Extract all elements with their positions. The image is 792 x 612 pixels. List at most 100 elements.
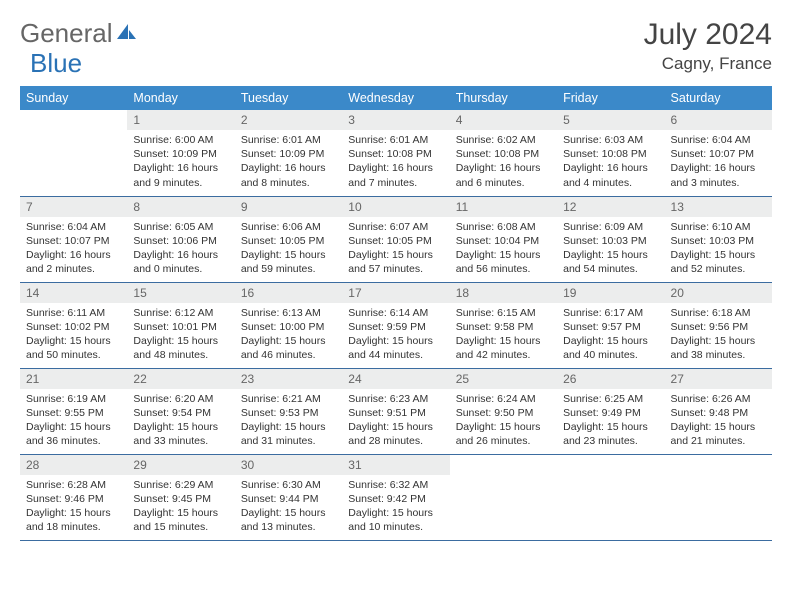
sunset: Sunset: 10:07 PM [671, 147, 766, 161]
calendar-day: 4Sunrise: 6:02 AMSunset: 10:08 PMDayligh… [450, 110, 557, 196]
sunset: Sunset: 10:03 PM [671, 234, 766, 248]
daylight: Daylight: 15 hours and 21 minutes. [671, 420, 766, 448]
sunset: Sunset: 10:08 PM [348, 147, 443, 161]
day-number: 24 [342, 369, 449, 389]
day-number: 18 [450, 283, 557, 303]
daylight: Daylight: 15 hours and 42 minutes. [456, 334, 551, 362]
sunset: Sunset: 10:04 PM [456, 234, 551, 248]
calendar-day: 31Sunrise: 6:32 AMSunset: 9:42 PMDayligh… [342, 454, 449, 540]
day-body: Sunrise: 6:05 AMSunset: 10:06 PMDaylight… [127, 217, 234, 281]
weekday-header: Monday [127, 86, 234, 110]
day-body: Sunrise: 6:32 AMSunset: 9:42 PMDaylight:… [342, 475, 449, 539]
sunset: Sunset: 10:08 PM [456, 147, 551, 161]
sunrise: Sunrise: 6:04 AM [26, 220, 121, 234]
daylight: Daylight: 16 hours and 8 minutes. [241, 161, 336, 189]
sunrise: Sunrise: 6:32 AM [348, 478, 443, 492]
calendar-day: 16Sunrise: 6:13 AMSunset: 10:00 PMDaylig… [235, 282, 342, 368]
daylight: Daylight: 15 hours and 46 minutes. [241, 334, 336, 362]
sunrise: Sunrise: 6:30 AM [241, 478, 336, 492]
day-body: Sunrise: 6:09 AMSunset: 10:03 PMDaylight… [557, 217, 664, 281]
day-number: 14 [20, 283, 127, 303]
day-body: Sunrise: 6:00 AMSunset: 10:09 PMDaylight… [127, 130, 234, 194]
calendar-day: 21Sunrise: 6:19 AMSunset: 9:55 PMDayligh… [20, 368, 127, 454]
sunset: Sunset: 10:00 PM [241, 320, 336, 334]
sunset: Sunset: 9:54 PM [133, 406, 228, 420]
day-number: 9 [235, 197, 342, 217]
calendar-day: 1Sunrise: 6:00 AMSunset: 10:09 PMDayligh… [127, 110, 234, 196]
sunset: Sunset: 9:44 PM [241, 492, 336, 506]
day-body: Sunrise: 6:14 AMSunset: 9:59 PMDaylight:… [342, 303, 449, 367]
daylight: Daylight: 15 hours and 48 minutes. [133, 334, 228, 362]
day-number: 10 [342, 197, 449, 217]
calendar-day: 14Sunrise: 6:11 AMSunset: 10:02 PMDaylig… [20, 282, 127, 368]
day-number: 31 [342, 455, 449, 475]
sunrise: Sunrise: 6:01 AM [241, 133, 336, 147]
calendar-day: 29Sunrise: 6:29 AMSunset: 9:45 PMDayligh… [127, 454, 234, 540]
calendar-day: 30 Sunrise: 6:30 AMSunset: 9:44 PMDayligh… [235, 454, 342, 540]
day-number: 5 [557, 110, 664, 130]
day-number: 15 [127, 283, 234, 303]
sunset: Sunset: 9:55 PM [26, 406, 121, 420]
day-number: 23 [235, 369, 342, 389]
sunrise: Sunrise: 6:18 AM [671, 306, 766, 320]
daylight: Daylight: 15 hours and 13 minutes. [241, 506, 336, 534]
sunrise: Sunrise: 6:08 AM [456, 220, 551, 234]
daylight: Daylight: 16 hours and 0 minutes. [133, 248, 228, 276]
daylight: Daylight: 15 hours and 56 minutes. [456, 248, 551, 276]
sunset: Sunset: 9:46 PM [26, 492, 121, 506]
calendar-day: 2Sunrise: 6:01 AMSunset: 10:09 PMDayligh… [235, 110, 342, 196]
calendar-day [20, 110, 127, 196]
calendar-day: 3Sunrise: 6:01 AMSunset: 10:08 PMDayligh… [342, 110, 449, 196]
daylight: Daylight: 15 hours and 23 minutes. [563, 420, 658, 448]
logo-word1: General [20, 18, 113, 49]
daylight: Daylight: 15 hours and 36 minutes. [26, 420, 121, 448]
day-number: 2 [235, 110, 342, 130]
sunrise: Sunrise: 6:09 AM [563, 220, 658, 234]
calendar-day: 23Sunrise: 6:21 AMSunset: 9:53 PMDayligh… [235, 368, 342, 454]
daylight: Daylight: 16 hours and 2 minutes. [26, 248, 121, 276]
daylight: Daylight: 15 hours and 50 minutes. [26, 334, 121, 362]
daylight: Daylight: 15 hours and 57 minutes. [348, 248, 443, 276]
calendar-day [665, 454, 772, 540]
day-body: Sunrise: 6:13 AMSunset: 10:00 PMDaylight… [235, 303, 342, 367]
calendar-day [557, 454, 664, 540]
day-body: Sunrise: 6:11 AMSunset: 10:02 PMDaylight… [20, 303, 127, 367]
daylight: Daylight: 15 hours and 10 minutes. [348, 506, 443, 534]
calendar-day: 26Sunrise: 6:25 AMSunset: 9:49 PMDayligh… [557, 368, 664, 454]
calendar-day: 20Sunrise: 6:18 AMSunset: 9:56 PMDayligh… [665, 282, 772, 368]
day-body: Sunrise: 6:01 AMSunset: 10:08 PMDaylight… [342, 130, 449, 194]
sunrise: Sunrise: 6:26 AM [671, 392, 766, 406]
logo-word2: Blue [30, 48, 82, 78]
day-body: Sunrise: 6:17 AMSunset: 9:57 PMDaylight:… [557, 303, 664, 367]
day-number: 22 [127, 369, 234, 389]
daylight: Daylight: 15 hours and 28 minutes. [348, 420, 443, 448]
day-number: 13 [665, 197, 772, 217]
daylight: Daylight: 16 hours and 4 minutes. [563, 161, 658, 189]
day-number: 29 [127, 455, 234, 475]
day-number: 7 [20, 197, 127, 217]
day-body: Sunrise: 6:04 AMSunset: 10:07 PMDaylight… [665, 130, 772, 194]
day-body: Sunrise: 6:15 AMSunset: 9:58 PMDaylight:… [450, 303, 557, 367]
daylight: Daylight: 15 hours and 33 minutes. [133, 420, 228, 448]
day-body: Sunrise: 6:04 AMSunset: 10:07 PMDaylight… [20, 217, 127, 281]
day-number: 1 [127, 110, 234, 130]
sunrise: Sunrise: 6:14 AM [348, 306, 443, 320]
day-body: Sunrise: 6:28 AMSunset: 9:46 PMDaylight:… [20, 475, 127, 539]
weekday-header: Thursday [450, 86, 557, 110]
sunset: Sunset: 9:49 PM [563, 406, 658, 420]
calendar-day: 11Sunrise: 6:08 AMSunset: 10:04 PMDaylig… [450, 196, 557, 282]
day-number: 30 [235, 455, 342, 475]
day-number: 19 [557, 283, 664, 303]
sunrise: Sunrise: 6:19 AM [26, 392, 121, 406]
weekday-header: Saturday [665, 86, 772, 110]
sunrise: Sunrise: 6:11 AM [26, 306, 121, 320]
calendar-table: SundayMondayTuesdayWednesdayThursdayFrid… [20, 86, 772, 541]
day-number: 12 [557, 197, 664, 217]
day-body: Sunrise: 6:03 AMSunset: 10:08 PMDaylight… [557, 130, 664, 194]
daylight: Daylight: 15 hours and 52 minutes. [671, 248, 766, 276]
calendar-day: 27Sunrise: 6:26 AMSunset: 9:48 PMDayligh… [665, 368, 772, 454]
day-body: Sunrise: 6:26 AMSunset: 9:48 PMDaylight:… [665, 389, 772, 453]
daylight: Daylight: 16 hours and 6 minutes. [456, 161, 551, 189]
day-number: 20 [665, 283, 772, 303]
daylight: Daylight: 15 hours and 59 minutes. [241, 248, 336, 276]
